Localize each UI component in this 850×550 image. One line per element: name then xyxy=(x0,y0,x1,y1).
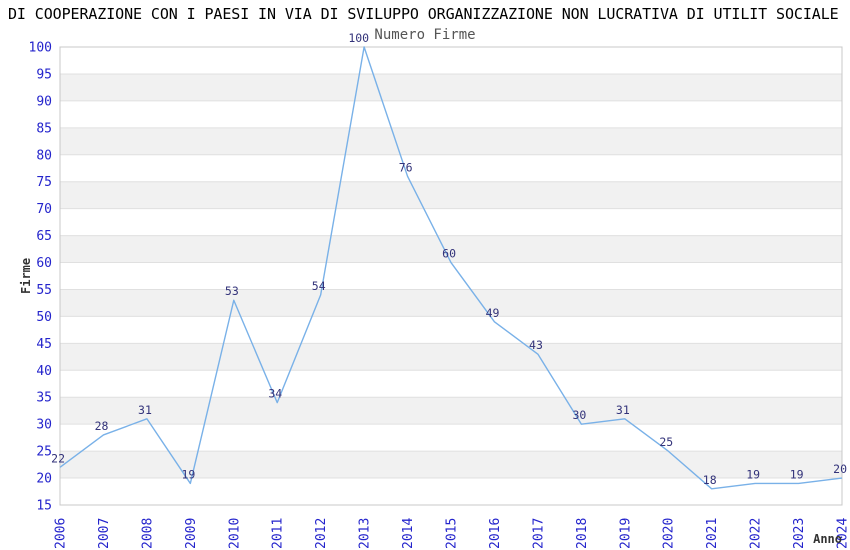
plot-band xyxy=(60,397,842,425)
y-tick-label: 30 xyxy=(36,418,52,433)
point-label: 31 xyxy=(616,403,630,417)
y-tick-label: 80 xyxy=(36,148,52,163)
y-tick-label: 35 xyxy=(36,391,52,406)
point-label: 19 xyxy=(790,467,804,481)
point-label: 19 xyxy=(181,467,195,481)
point-label: 54 xyxy=(312,279,326,293)
y-tick-label: 90 xyxy=(36,94,52,109)
x-tick-label: 2009 xyxy=(184,518,199,549)
y-tick-label: 75 xyxy=(36,175,52,190)
plot-band xyxy=(60,181,842,209)
x-axis-title: Anno xyxy=(813,532,842,546)
point-label: 19 xyxy=(746,467,760,481)
chart-title: DI COOPERAZIONE CON I PAESI IN VIA DI SV… xyxy=(8,5,839,23)
y-tick-label: 100 xyxy=(29,41,52,56)
plot-band xyxy=(60,451,842,479)
plot-band xyxy=(60,127,842,155)
y-tick-label: 70 xyxy=(36,202,52,217)
x-tick-label: 2006 xyxy=(54,518,69,549)
y-tick-label: 60 xyxy=(36,256,52,271)
point-label: 76 xyxy=(399,160,413,174)
point-label: 20 xyxy=(833,462,847,476)
plot-band xyxy=(60,343,842,371)
x-tick-label: 2017 xyxy=(531,518,546,549)
y-tick-label: 85 xyxy=(36,121,52,136)
point-label: 18 xyxy=(703,473,717,487)
y-tick-label: 40 xyxy=(36,364,52,379)
x-tick-label: 2014 xyxy=(401,518,416,549)
point-label: 25 xyxy=(659,435,673,449)
y-tick-label: 55 xyxy=(36,283,52,298)
x-tick-label: 2020 xyxy=(662,518,677,549)
y-tick-label: 25 xyxy=(36,445,52,460)
plot-area: 15 20 25 30 35 40 45 50 55 60 65 70 75 80 85 90 95 100 200… xyxy=(29,31,850,549)
x-tick-label: 2011 xyxy=(271,518,286,549)
x-tick-label: 2016 xyxy=(488,518,503,549)
x-tick-label: 2007 xyxy=(97,518,112,549)
x-tick-label: 2024 xyxy=(836,518,850,549)
point-label: 30 xyxy=(572,408,586,422)
series-line xyxy=(59,46,843,490)
point-label: 34 xyxy=(268,387,282,401)
legend-label: Numero Firme xyxy=(374,27,476,43)
x-tick-label: 2013 xyxy=(358,518,373,549)
x-tick-label: 2012 xyxy=(314,518,329,549)
x-tick-label: 2022 xyxy=(749,518,764,549)
x-tick-label: 2010 xyxy=(227,518,242,549)
x-tick-label: 2008 xyxy=(140,518,155,549)
point-label: 100 xyxy=(348,31,369,45)
x-tick-label: 2019 xyxy=(618,518,633,549)
x-tick-label: 2021 xyxy=(705,518,720,549)
point-label: 43 xyxy=(529,338,543,352)
plot-border xyxy=(59,46,843,506)
point-label: 28 xyxy=(95,419,109,433)
plot-band xyxy=(60,73,842,101)
y-tick-label: 50 xyxy=(36,310,52,325)
point-label: 60 xyxy=(442,247,456,261)
x-tick-label: 2015 xyxy=(445,518,460,549)
x-tick-label: 2023 xyxy=(792,518,807,549)
y-tick-label: 15 xyxy=(36,499,52,514)
point-label: 31 xyxy=(138,403,152,417)
point-label: 22 xyxy=(51,451,65,465)
plot-band xyxy=(60,289,842,317)
y-tick-label: 65 xyxy=(36,229,52,244)
plot-band xyxy=(60,235,842,263)
y-tick-label: 95 xyxy=(36,67,52,82)
y-axis-title: Firme xyxy=(19,258,33,294)
y-tick-label: 45 xyxy=(36,337,52,352)
point-label: 53 xyxy=(225,284,239,298)
x-tick-label: 2018 xyxy=(575,518,590,549)
point-label: 49 xyxy=(486,306,500,320)
y-tick-label: 20 xyxy=(36,472,52,487)
